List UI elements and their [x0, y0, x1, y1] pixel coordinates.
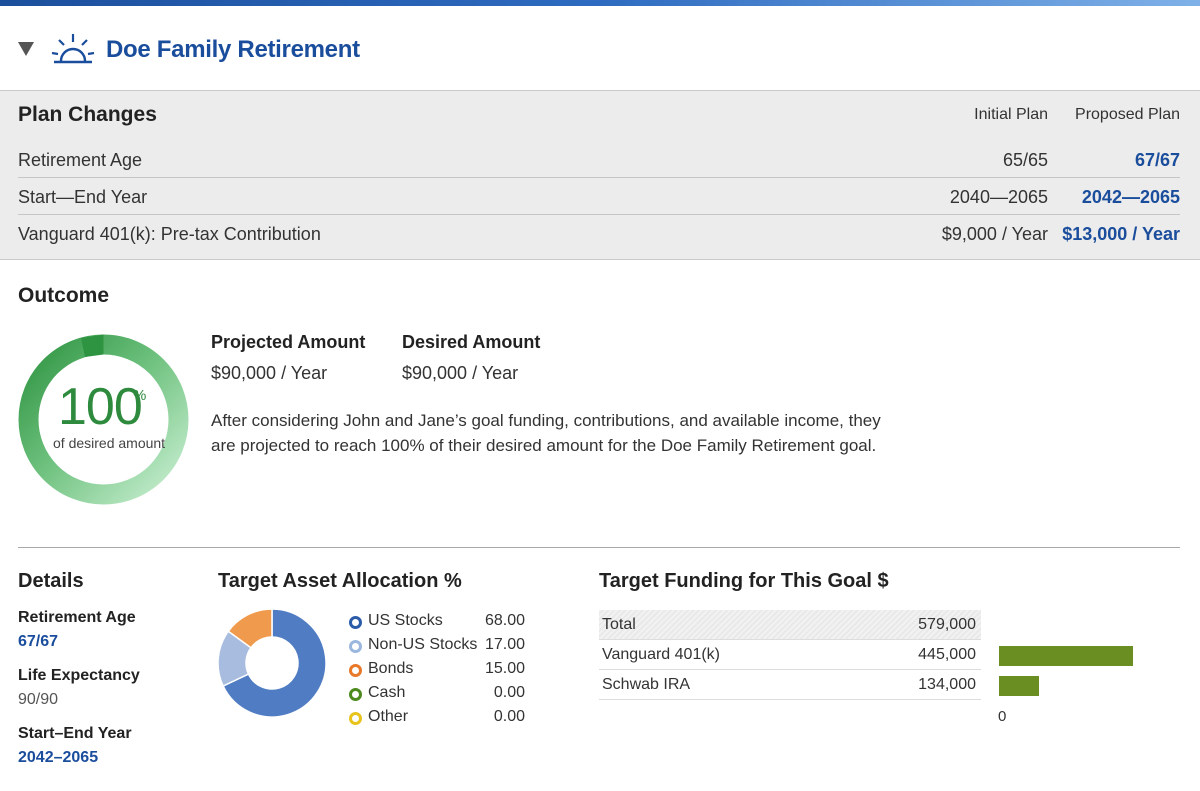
projected-amount-label: Projected Amount: [211, 332, 366, 352]
plan-change-proposed: 2042—2065: [1081, 187, 1180, 207]
other-dot-icon: [349, 712, 362, 725]
funding-row: Total 579,000: [599, 610, 981, 640]
funding-bar: [999, 646, 1133, 666]
plan-change-row: Retirement Age 65/65 67/67: [18, 141, 1180, 178]
funding-title: Target Funding for This Goal $: [599, 570, 889, 592]
funding-row: Vanguard 401(k) 445,000: [599, 640, 981, 670]
plan-change-row: Start—End Year 2040—2065 2042—2065: [18, 178, 1180, 215]
goal-header[interactable]: Doe Family Retirement: [0, 6, 1200, 90]
plan-changes-title: Plan Changes: [18, 103, 157, 126]
desired-amount-value: $90,000 / Year: [402, 363, 519, 383]
allocation-legend-item: US Stocks 68.00: [349, 612, 525, 634]
allocation-title: Target Asset Allocation %: [218, 570, 462, 592]
initial-plan-header: Initial Plan: [974, 106, 1048, 123]
funding-value: 579,000: [918, 616, 976, 633]
desired-amount-label: Desired Amount: [402, 332, 541, 352]
plan-change-initial: $9,000 / Year: [941, 224, 1048, 244]
funding-bar: [999, 676, 1039, 696]
funding-value: 134,000: [918, 676, 976, 693]
sunrise-icon: [51, 34, 95, 64]
legend-label: Cash: [368, 684, 406, 701]
legend-label: Other: [368, 708, 409, 725]
funding-table: Total 579,000 Vanguard 401(k) 445,000 Sc…: [599, 610, 981, 700]
detail-label: Life Expectancy: [18, 667, 140, 684]
allocation-donut-chart: [217, 608, 327, 718]
detail-label: Retirement Age: [18, 609, 136, 626]
us-stocks-dot-icon: [349, 616, 362, 629]
cash-dot-icon: [349, 688, 362, 701]
funding-row: Schwab IRA 134,000: [599, 670, 981, 700]
plan-change-label: Start—End Year: [18, 187, 148, 207]
plan-change-label: Retirement Age: [18, 150, 143, 170]
legend-value: 0.00: [493, 684, 525, 701]
legend-value: 0.00: [493, 708, 525, 725]
plan-change-proposed: 67/67: [1134, 150, 1180, 170]
legend-value: 17.00: [484, 636, 525, 653]
funding-bar-chart: [999, 610, 1189, 730]
legend-value: 68.00: [484, 612, 525, 629]
detail-label: Start–End Year: [18, 725, 132, 742]
allocation-legend-item: Other 0.00: [349, 708, 525, 730]
proposed-plan-header: Proposed Plan: [1075, 106, 1180, 123]
outcome-percent-caption: of desired amount: [53, 435, 166, 451]
non-us-stocks-dot-icon: [349, 640, 362, 653]
outcome-gauge: [18, 334, 189, 505]
outcome-percent: 100: [58, 378, 143, 436]
funding-name: Vanguard 401(k): [602, 646, 720, 663]
section-divider: [18, 547, 1180, 548]
allocation-slice-bonds: [227, 608, 273, 649]
collapse-triangle-icon[interactable]: [18, 42, 34, 56]
allocation-slice-us-stocks: [222, 608, 327, 718]
detail-value: 67/67: [18, 633, 59, 650]
funding-name: Schwab IRA: [602, 676, 691, 693]
projected-amount-value: $90,000 / Year: [211, 363, 328, 383]
details-title: Details: [18, 570, 84, 592]
legend-value: 15.00: [484, 660, 525, 677]
legend-label: Non-US Stocks: [368, 636, 478, 653]
legend-label: Bonds: [368, 660, 414, 677]
detail-value: 2042–2065: [18, 749, 99, 766]
goal-title[interactable]: Doe Family Retirement: [106, 36, 360, 63]
funding-value: 445,000: [918, 646, 976, 663]
detail-value: 90/90: [18, 691, 59, 708]
legend-label: US Stocks: [368, 612, 443, 629]
outcome-title: Outcome: [18, 284, 110, 307]
plan-change-row: Vanguard 401(k): Pre-tax Contribution $9…: [18, 215, 1180, 252]
funding-axis-tick: 0: [998, 708, 1007, 725]
allocation-legend-item: Non-US Stocks 17.00: [349, 636, 525, 658]
plan-changes-panel: Plan Changes Initial Plan Proposed Plan …: [0, 90, 1200, 260]
plan-change-proposed: $13,000 / Year: [1062, 224, 1180, 244]
outcome-percent-sign: %: [133, 387, 147, 404]
plan-change-label: Vanguard 401(k): Pre-tax Contribution: [18, 224, 321, 244]
bonds-dot-icon: [349, 664, 362, 677]
outcome-summary: After considering John and Jane’s goal f…: [211, 411, 881, 455]
top-accent-bar: [0, 0, 1200, 6]
funding-name: Total: [602, 616, 636, 633]
allocation-legend-item: Cash 0.00: [349, 684, 525, 706]
plan-change-initial: 65/65: [1002, 150, 1048, 170]
allocation-legend-item: Bonds 15.00: [349, 660, 525, 682]
plan-change-initial: 2040—2065: [949, 187, 1048, 207]
